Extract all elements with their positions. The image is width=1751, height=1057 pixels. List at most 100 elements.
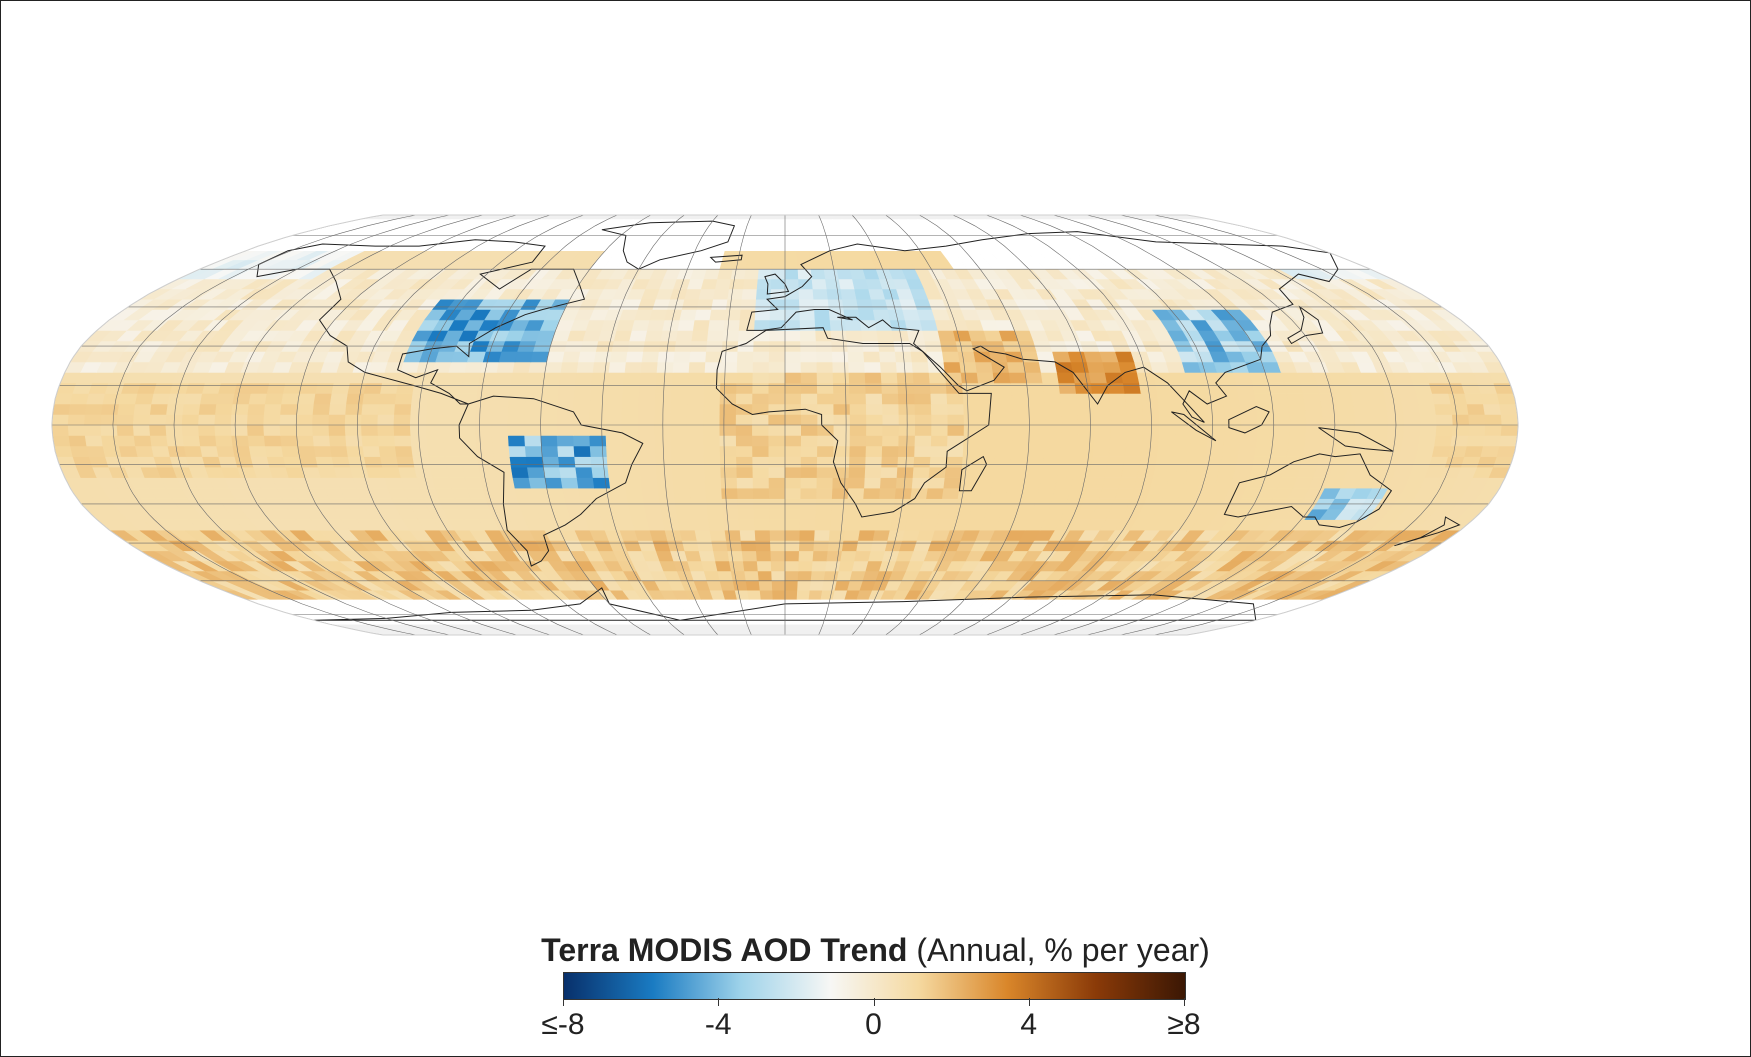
trend-cell [1010,382,1029,394]
trend-cell [689,487,707,499]
trend-cell [703,435,721,447]
trend-cell [1028,424,1047,436]
trend-cell [1403,414,1421,426]
trend-cell [606,456,625,468]
trend-cell [232,393,252,405]
trend-cell [1011,393,1029,405]
trend-cell [756,560,772,572]
trend-cell [959,477,978,489]
trend-cell [118,393,139,405]
trend-cell [1056,466,1076,478]
trend-cell [1052,487,1072,499]
trend-cell [720,477,738,489]
trend-cell [295,424,314,436]
trend-cell [784,233,797,243]
trend-cell [541,382,560,394]
trend-cell [116,424,135,436]
trend-cell [752,414,769,426]
trend-cell [1124,393,1143,405]
trend-cell [1251,382,1271,394]
trend-cell [945,456,964,468]
trend-cell [1399,445,1419,457]
trend-cell [797,580,812,591]
trend-cell [546,487,566,499]
trend-cell [230,414,249,426]
trend-cell [475,403,494,415]
trend-cell [631,319,651,331]
trend-cell [478,466,498,478]
trend-cell [349,372,370,384]
trend-cell [827,540,845,552]
trend-cell [606,393,624,405]
trend-cell [686,403,705,415]
trend-cell [1152,372,1172,384]
trend-cell [721,351,739,363]
trend-cell [477,382,496,394]
trend-cell [1451,414,1470,426]
trend-cell [931,424,949,436]
trend-cell [1149,361,1170,373]
trend-cell [448,477,468,489]
trend-cell [795,233,809,243]
trend-cell [784,259,799,270]
trend-cell [460,382,480,394]
trend-cell [833,414,851,426]
trend-cell [963,424,981,436]
trend-cell [677,319,696,331]
trend-cell [556,424,574,436]
trend-cell [393,424,412,436]
trend-cell [638,393,656,405]
trend-cell [1450,435,1469,447]
trend-cell [735,435,753,447]
trend-cell [879,477,898,489]
trend-cell [86,445,106,457]
trend-cell [432,477,452,489]
trend-cell [995,393,1013,405]
trend-cell [1364,456,1385,468]
trend-cell [181,414,200,426]
trend-cell [400,477,421,489]
trend-cell [761,607,775,617]
trend-cell [752,225,766,234]
trend-cell [394,435,412,447]
trend-cell [826,288,843,300]
trend-cell [1040,466,1060,478]
trend-cell [744,268,760,280]
trend-cell [701,560,718,572]
trend-cell [688,466,706,478]
trend-cell [754,519,771,531]
trend-cell [675,508,694,520]
trend-cell [1168,372,1188,384]
trend-cell [280,403,299,415]
trend-cell [1012,435,1030,447]
trend-cell [881,382,899,394]
trend-cell [514,351,534,363]
trend-cell [250,382,270,394]
trend-cell [914,414,932,426]
trend-cell [691,330,709,342]
trend-cell [687,445,705,457]
trend-cell [864,372,882,384]
trend-cell [317,466,338,478]
trend-cell [541,456,560,468]
trend-cell [750,233,764,243]
trend-cell [994,456,1012,468]
trend-cell [689,351,707,363]
trend-cell [216,393,236,405]
trend-cell [214,414,232,426]
trend-cell [906,508,926,520]
trend-cell [1224,424,1242,436]
trend-cell [735,393,753,405]
trend-cell [828,529,846,541]
trend-cell [496,361,516,373]
trend-cell [573,393,592,405]
trend-cell [1223,403,1242,415]
trend-cell [735,424,753,436]
trend-cell [480,361,500,373]
trend-cell [784,540,801,552]
trend-cell [914,435,932,447]
trend-cell [1044,435,1063,447]
trend-cell [444,456,464,468]
trend-cell [752,435,770,447]
trend-cell [1364,382,1385,394]
